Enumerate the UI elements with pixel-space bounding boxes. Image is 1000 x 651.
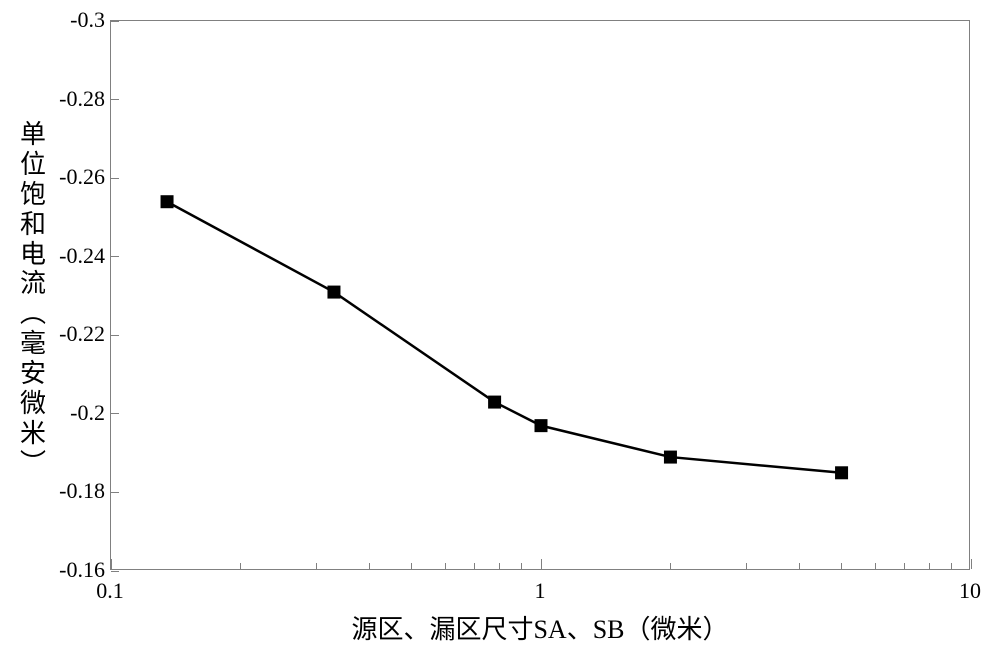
x-tick-label: 0.1 xyxy=(96,578,124,604)
y-tick xyxy=(111,492,119,493)
x-minor-tick xyxy=(746,563,747,569)
x-minor-tick xyxy=(411,563,412,569)
y-tick xyxy=(111,335,119,336)
x-minor-tick xyxy=(841,563,842,569)
x-axis-label: 源区、漏区尺寸SA、SB（微米） xyxy=(110,609,970,646)
y-tick xyxy=(111,571,119,572)
data-marker xyxy=(835,466,848,479)
y-tick-label: -0.3 xyxy=(70,7,105,33)
x-tick xyxy=(111,559,112,569)
y-tick-label: -0.18 xyxy=(59,478,105,504)
x-tick xyxy=(541,559,542,569)
x-minor-tick xyxy=(670,563,671,569)
x-minor-tick xyxy=(445,563,446,569)
x-minor-tick xyxy=(904,563,905,569)
y-axis-label: 单 位 饱 和 电 流 ︵ 毫 安 微 米 ︶ xyxy=(18,120,48,479)
x-minor-tick xyxy=(240,563,241,569)
y-tick-label: -0.22 xyxy=(59,321,105,347)
y-tick xyxy=(111,256,119,257)
x-tick-label: 1 xyxy=(535,578,546,604)
data-marker xyxy=(161,195,174,208)
x-tick-label: 10 xyxy=(959,578,981,604)
y-tick-label: -0.24 xyxy=(59,243,105,269)
x-minor-tick xyxy=(799,563,800,569)
y-tick xyxy=(111,99,119,100)
plot-area xyxy=(110,20,970,570)
x-minor-tick xyxy=(951,563,952,569)
x-minor-tick xyxy=(929,563,930,569)
x-minor-tick xyxy=(521,563,522,569)
series-line xyxy=(167,202,842,473)
y-tick-label: -0.28 xyxy=(59,86,105,112)
y-tick xyxy=(111,178,119,179)
x-minor-tick xyxy=(369,563,370,569)
data-svg xyxy=(111,21,969,569)
x-minor-tick xyxy=(474,563,475,569)
x-tick xyxy=(971,559,972,569)
x-minor-tick xyxy=(499,563,500,569)
data-marker xyxy=(535,419,548,432)
chart-container: 单 位 饱 和 电 流 ︵ 毫 安 微 米 ︶ 源区、漏区尺寸SA、SB（微米）… xyxy=(0,0,1000,651)
data-marker xyxy=(488,396,501,409)
x-minor-tick xyxy=(316,563,317,569)
data-marker xyxy=(327,286,340,299)
x-minor-tick xyxy=(875,563,876,569)
data-marker xyxy=(664,451,677,464)
y-tick-label: -0.26 xyxy=(59,164,105,190)
y-tick xyxy=(111,21,119,22)
y-tick xyxy=(111,413,119,414)
y-tick-label: -0.2 xyxy=(70,400,105,426)
